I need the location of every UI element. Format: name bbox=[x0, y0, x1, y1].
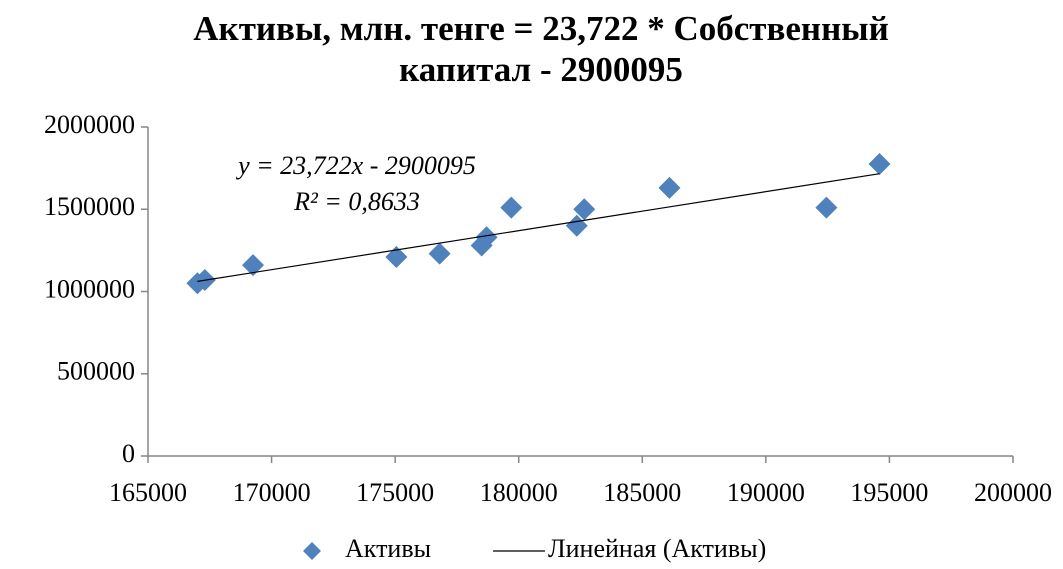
y-tick-label: 1500000 bbox=[44, 192, 135, 221]
x-tick-label: 195000 bbox=[850, 478, 928, 507]
x-tick-label: 165000 bbox=[109, 478, 187, 507]
trendline bbox=[197, 173, 880, 282]
x-tick-label: 190000 bbox=[727, 478, 805, 507]
chart-title: капитал - 2900095 bbox=[399, 50, 683, 89]
chart-title: Активы, млн. тенге = 23,722 * Собственны… bbox=[193, 9, 889, 48]
y-tick-label: 2000000 bbox=[44, 110, 135, 139]
y-tick-label: 500000 bbox=[57, 357, 135, 386]
x-tick-label: 175000 bbox=[356, 478, 434, 507]
point bbox=[242, 254, 265, 277]
point bbox=[385, 245, 408, 268]
y-tick-label: 1000000 bbox=[44, 274, 135, 303]
legend-marker bbox=[303, 542, 321, 560]
x-tick-label: 170000 bbox=[233, 478, 311, 507]
point bbox=[475, 226, 498, 249]
point bbox=[815, 196, 838, 219]
legend-label: Активы bbox=[345, 534, 431, 563]
trendline-equation: y = 23,722x - 2900095 bbox=[235, 151, 476, 180]
x-tick-label: 180000 bbox=[480, 478, 558, 507]
y-tick-label: 0 bbox=[122, 439, 135, 468]
trendline-r2: R² = 0,8633 bbox=[293, 187, 420, 216]
point bbox=[573, 198, 596, 221]
x-tick-label: 185000 bbox=[603, 478, 681, 507]
point bbox=[500, 196, 523, 219]
x-tick-label: 200000 bbox=[974, 478, 1052, 507]
legend-label: Линейная (Активы) bbox=[548, 534, 766, 563]
point bbox=[658, 176, 681, 199]
point bbox=[868, 153, 891, 176]
point bbox=[428, 242, 451, 265]
